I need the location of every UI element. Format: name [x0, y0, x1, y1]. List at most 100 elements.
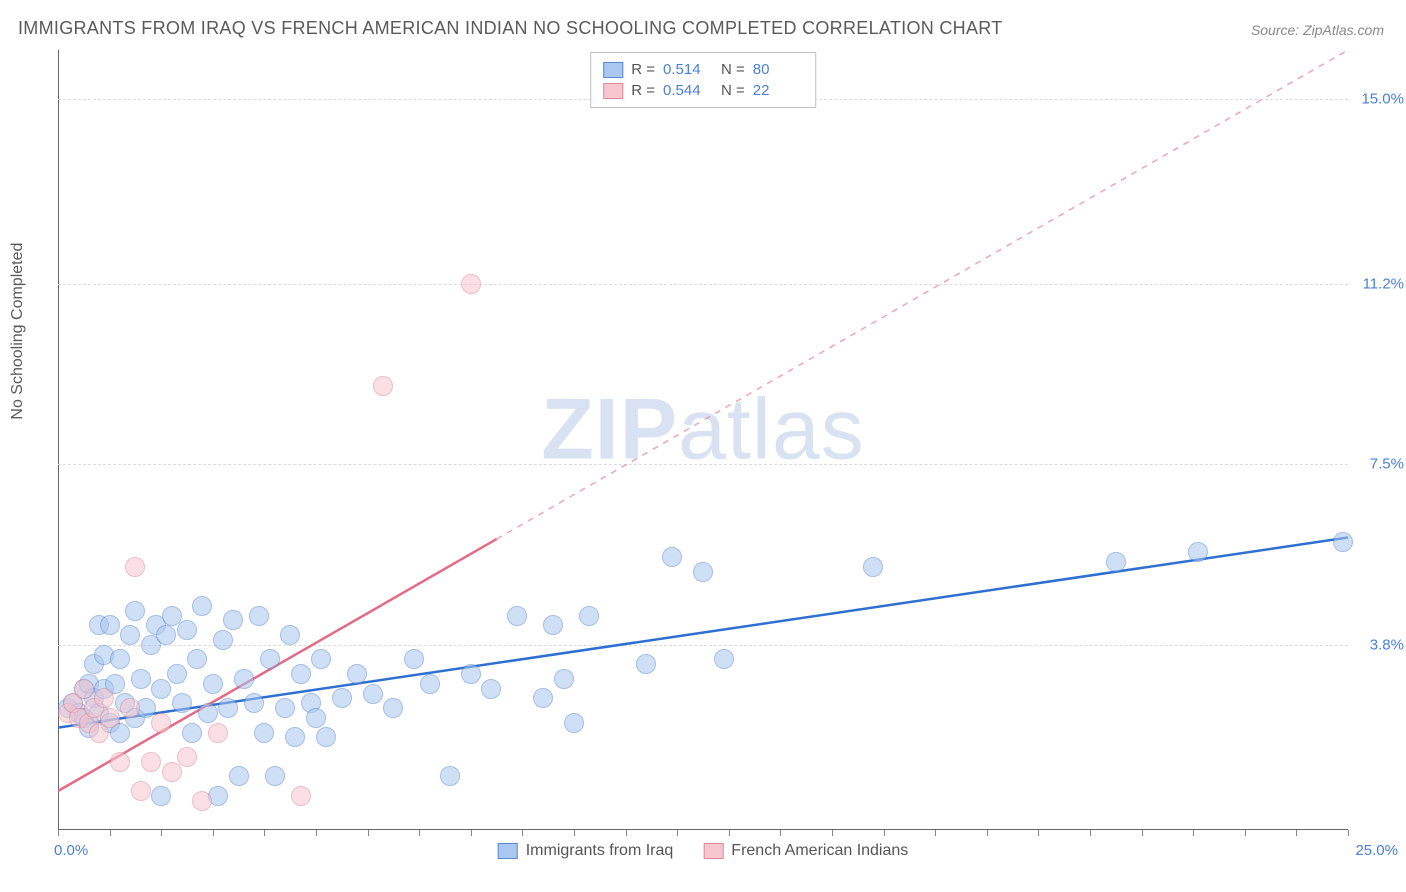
data-point — [275, 698, 295, 718]
data-point — [347, 664, 367, 684]
legend-swatch — [603, 83, 623, 99]
data-point — [167, 664, 187, 684]
x-tick-mark — [677, 830, 678, 836]
data-point — [100, 615, 120, 635]
x-tick-mark — [419, 830, 420, 836]
legend-stat-row: R =0.514N =80 — [603, 59, 803, 80]
data-point — [543, 615, 563, 635]
legend-swatch — [603, 62, 623, 78]
data-point — [306, 708, 326, 728]
chart-title: IMMIGRANTS FROM IRAQ VS FRENCH AMERICAN … — [18, 18, 1003, 39]
data-point — [1106, 552, 1126, 572]
data-point — [693, 562, 713, 582]
x-tick-mark — [1348, 830, 1349, 836]
data-point — [863, 557, 883, 577]
data-point — [151, 679, 171, 699]
series-legend: Immigrants from Iraq French American Indi… — [498, 842, 909, 860]
x-origin-label: 0.0% — [54, 842, 88, 859]
data-point — [291, 664, 311, 684]
watermark-light: atlas — [678, 382, 865, 478]
legend-series-name: Immigrants from Iraq — [526, 842, 674, 860]
gridline-horizontal — [58, 284, 1348, 285]
data-point — [249, 606, 269, 626]
data-point — [187, 649, 207, 669]
data-point — [94, 688, 114, 708]
legend-swatch — [703, 843, 723, 859]
x-tick-mark — [729, 830, 730, 836]
x-tick-mark — [1245, 830, 1246, 836]
data-point — [208, 723, 228, 743]
data-point — [198, 703, 218, 723]
x-tick-mark — [987, 830, 988, 836]
data-point — [218, 698, 238, 718]
x-max-label: 25.0% — [1355, 842, 1398, 859]
data-point — [507, 606, 527, 626]
data-point — [714, 649, 734, 669]
data-point — [177, 620, 197, 640]
data-point — [172, 693, 192, 713]
data-point — [461, 664, 481, 684]
data-point — [363, 684, 383, 704]
legend-swatch — [498, 843, 518, 859]
x-tick-mark — [832, 830, 833, 836]
data-point — [177, 747, 197, 767]
plot-canvas: ZIPatlas 3.8%7.5%11.2%15.0% — [58, 50, 1348, 830]
x-tick-mark — [780, 830, 781, 836]
data-point — [131, 669, 151, 689]
x-tick-mark — [471, 830, 472, 836]
data-point — [110, 752, 130, 772]
data-point — [636, 654, 656, 674]
data-point — [74, 679, 94, 699]
chart-plot-area: ZIPatlas 3.8%7.5%11.2%15.0% R =0.514N =8… — [58, 50, 1348, 830]
data-point — [203, 674, 223, 694]
legend-N-value: 80 — [753, 61, 803, 78]
legend-series-name: French American Indians — [731, 842, 908, 860]
data-point — [141, 752, 161, 772]
x-tick-mark — [368, 830, 369, 836]
data-point — [156, 625, 176, 645]
data-point — [579, 606, 599, 626]
data-point — [151, 786, 171, 806]
data-point — [120, 625, 140, 645]
x-tick-mark — [1038, 830, 1039, 836]
data-point — [662, 547, 682, 567]
legend-stat-row: R =0.544N =22 — [603, 80, 803, 101]
data-point — [461, 274, 481, 294]
x-tick-mark — [1193, 830, 1194, 836]
x-tick-mark — [522, 830, 523, 836]
data-point — [383, 698, 403, 718]
data-point — [373, 376, 393, 396]
data-point — [110, 649, 130, 669]
data-point — [311, 649, 331, 669]
gridline-horizontal — [58, 645, 1348, 646]
source-attribution: Source: ZipAtlas.com — [1251, 22, 1384, 38]
data-point — [291, 786, 311, 806]
data-point — [316, 727, 336, 747]
data-point — [192, 596, 212, 616]
correlation-legend: R =0.514N =80R =0.544N =22 — [590, 52, 816, 108]
data-point — [564, 713, 584, 733]
x-tick-mark — [1142, 830, 1143, 836]
data-point — [162, 762, 182, 782]
data-point — [234, 669, 254, 689]
data-point — [182, 723, 202, 743]
gridline-horizontal — [58, 464, 1348, 465]
legend-N-value: 22 — [753, 82, 803, 99]
y-tick-label: 11.2% — [1363, 276, 1404, 293]
x-tick-mark — [935, 830, 936, 836]
data-point — [254, 723, 274, 743]
data-point — [244, 693, 264, 713]
data-point — [332, 688, 352, 708]
data-point — [125, 557, 145, 577]
x-tick-mark — [1296, 830, 1297, 836]
data-point — [131, 781, 151, 801]
x-tick-mark — [213, 830, 214, 836]
x-tick-mark — [110, 830, 111, 836]
watermark-bold: ZIP — [541, 382, 678, 478]
x-axis-line — [58, 829, 1348, 830]
data-point — [554, 669, 574, 689]
y-tick-label: 7.5% — [1370, 456, 1404, 473]
x-tick-mark — [574, 830, 575, 836]
x-tick-mark — [161, 830, 162, 836]
data-point — [260, 649, 280, 669]
